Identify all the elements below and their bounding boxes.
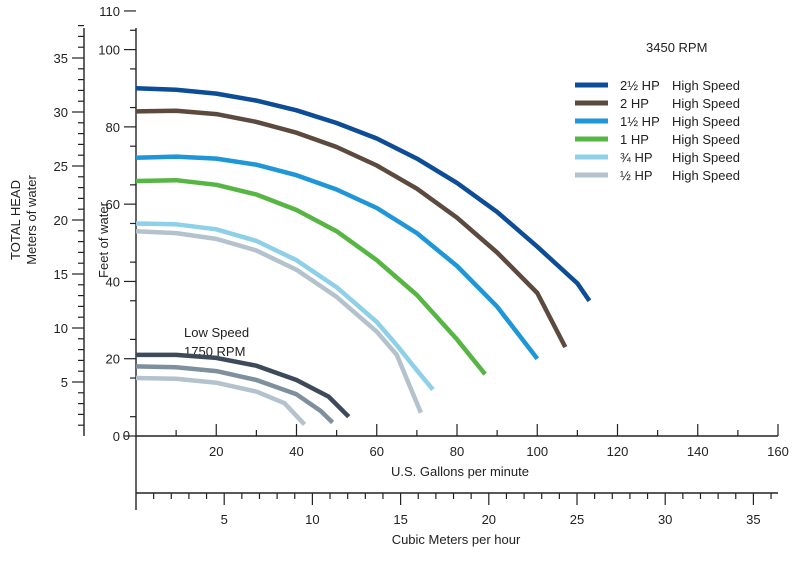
m3h-tick-label: 20 [482,512,496,527]
series-line [135,228,423,414]
legend-label: 1 HP [620,132,649,147]
meters-tick-label: 5 [61,375,68,390]
legend-speed: High Speed [672,150,740,165]
x-tick-label: 20 [209,444,223,459]
y-tick-label: 60 [106,197,120,212]
low-speed-label: Low Speed [184,325,249,340]
m3h-tick-label: 30 [658,512,672,527]
legend-speed: High Speed [672,78,740,93]
m3h-tick-label: 5 [221,512,228,527]
legend-speed: High Speed [672,114,740,129]
legend-label: 2 HP [620,96,649,111]
x-tick-label: 140 [687,444,709,459]
series-line [135,108,568,349]
x-tick-label: 60 [370,444,384,459]
m3h-tick-label: 10 [305,512,319,527]
low-speed-line [135,364,335,425]
low-speed-line [136,352,351,419]
y-zero-label: 0 [123,428,130,443]
legend-label: ½ HP [620,168,653,183]
meters-tick-label: 25 [54,159,68,174]
legend-speed: High Speed [672,168,740,183]
series-line [135,154,540,361]
y-tick-label: 20 [106,352,120,367]
y2-axis-subtitle: Meters of water [24,175,39,265]
legend-label: 1½ HP [620,114,660,129]
x-tick-label: 80 [450,444,464,459]
x-tick-label: 100 [526,444,548,459]
y-tick-label: 100 [98,43,120,58]
meters-tick-label: 30 [54,105,68,120]
legend-label: 2½ HP [620,78,660,93]
legend-label: ¾ HP [620,150,653,165]
y-axis-title: Feet of water [96,201,111,278]
meters-tick-label: 35 [54,51,68,66]
x-tick-label: 120 [607,444,629,459]
x-tick-label: 40 [289,444,303,459]
m3h-tick-label: 25 [570,512,584,527]
x-axis-title: U.S. Gallons per minute [391,464,529,479]
legend-speed: High Speed [672,132,740,147]
y-tick-label: 0 [113,429,120,444]
meters-tick-label: 10 [54,321,68,336]
x2-axis-title: Cubic Meters per hour [392,532,521,547]
series-line [135,221,435,392]
m3h-tick-label: 15 [393,512,407,527]
y2-axis-title: TOTAL HEAD [8,180,23,260]
low-speed-line [135,375,307,426]
speed-label: 3450 RPM [646,40,707,55]
legend-speed: High Speed [672,96,740,111]
series-line [135,85,592,303]
y-tick-label: 80 [106,120,120,135]
y-tick-label: 40 [106,274,120,289]
x-tick-label: 160 [767,444,789,459]
series-line [135,177,487,376]
meters-tick-label: 20 [54,213,68,228]
meters-tick-label: 15 [54,267,68,282]
m3h-tick-label: 35 [746,512,760,527]
y-tick-label: 110 [99,4,120,19]
